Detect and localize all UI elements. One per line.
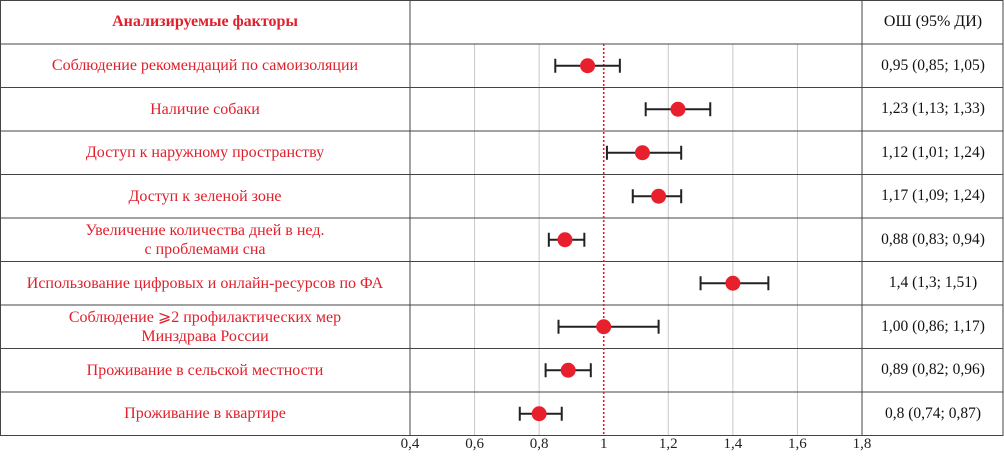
factor-label: Доступ к наружному пространству — [85, 144, 325, 162]
or-value: 1,4 (1,3; 1,51) — [888, 274, 978, 292]
or-value: 0,88 (0,83; 0,94) — [881, 230, 985, 248]
x-tick-label: 0,6 — [465, 436, 484, 452]
factor-label: Использование цифровых и онлайн-ресурсов… — [26, 274, 384, 292]
or-point — [580, 58, 596, 74]
or-value: 0,8 (0,74; 0,87) — [884, 404, 981, 422]
factors-header: Анализируемые факторы — [0, 0, 410, 44]
or-point — [557, 232, 573, 248]
factor-label: Соблюдение рекомендаций по самоизоляции — [51, 57, 359, 75]
or-value: 0,89 (0,82; 0,96) — [881, 361, 985, 379]
or-value: 1,12 (1,01; 1,24) — [881, 143, 985, 161]
or-point — [651, 188, 667, 204]
or-header-label: ОШ (95% ДИ) — [883, 13, 983, 30]
x-tick-label: 1,8 — [852, 436, 872, 452]
factor-label: Проживание в квартире — [124, 405, 286, 423]
x-tick-label: 1,4 — [723, 436, 743, 452]
x-tick-label: 1 — [599, 436, 608, 452]
or-point — [634, 145, 650, 161]
or-value: 1,17 (1,09; 1,24) — [881, 187, 985, 205]
or-value: 0,95 (0,85; 1,05) — [881, 56, 985, 74]
factor-label: Наличие собаки — [150, 100, 260, 118]
or-point — [596, 319, 612, 335]
or-value: 1,00 (0,86; 1,17) — [881, 317, 985, 335]
or-header: ОШ (95% ДИ) — [862, 0, 1004, 44]
factor-label: Проживание в сельской местности — [86, 361, 324, 379]
factor-label: Соблюдение ⩾2 профилактических мер Минздр… — [68, 308, 342, 345]
or-point — [670, 101, 686, 117]
x-tick-label: 1,2 — [658, 436, 678, 452]
factor-label: Увеличение количества дней в нед. с пробл… — [85, 221, 325, 258]
or-value: 1,23 (1,13; 1,33) — [881, 100, 985, 118]
x-tick-label: 0,4 — [400, 436, 420, 452]
factor-label: Доступ к зеленой зоне — [128, 187, 282, 205]
or-point — [560, 362, 576, 378]
or-point — [725, 275, 741, 291]
or-point — [531, 406, 547, 422]
x-tick-label: 1,6 — [788, 436, 807, 452]
x-tick-label: 0,8 — [529, 436, 549, 452]
factors-header-label: Анализируемые факторы — [112, 13, 298, 30]
